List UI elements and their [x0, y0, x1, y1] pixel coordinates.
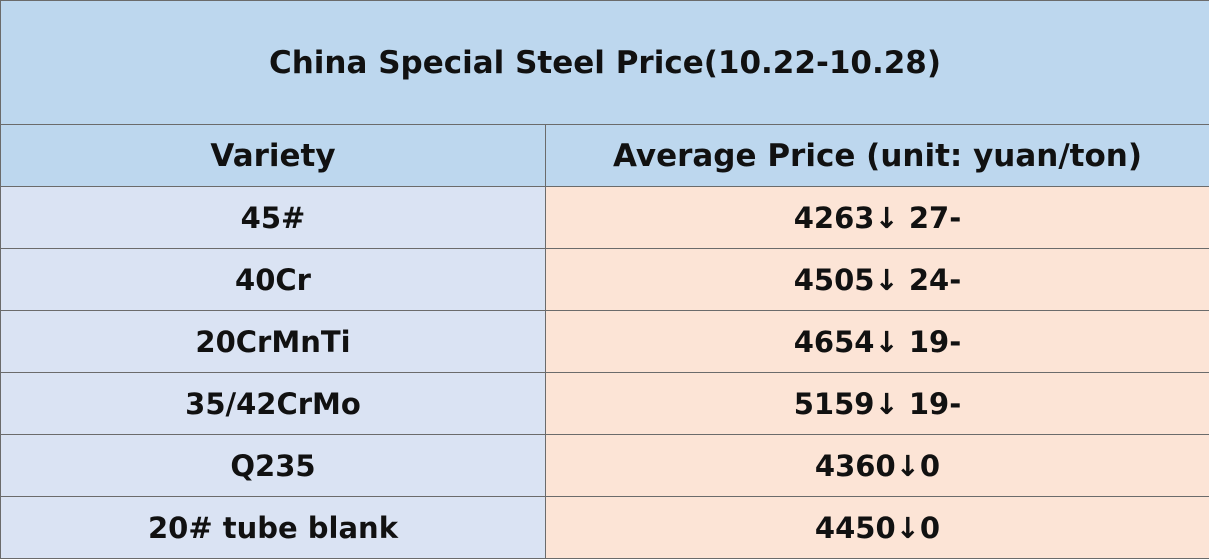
variety-cell: 20# tube blank: [0, 496, 546, 559]
table-title: China Special Steel Price(10.22-10.28): [0, 0, 1209, 125]
variety-cell: 40Cr: [0, 248, 546, 311]
data-row: Q235 4360↓0: [0, 434, 1209, 497]
column-header: Variety: [0, 124, 546, 187]
price-cell: 4505↓ 24-: [544, 248, 1209, 311]
data-row: 20CrMnTi 4654↓ 19-: [0, 310, 1209, 373]
column-header: Average Price (unit: yuan/ton): [544, 124, 1209, 187]
header-row: Variety Average Price (unit: yuan/ton): [0, 124, 1209, 187]
data-row: 40Cr 4505↓ 24-: [0, 248, 1209, 311]
variety-cell: Q235: [0, 434, 546, 497]
price-cell: 5159↓ 19-: [544, 372, 1209, 435]
variety-cell: 45#: [0, 186, 546, 249]
price-cell: 4360↓0: [544, 434, 1209, 497]
data-row: 35/42CrMo 5159↓ 19-: [0, 372, 1209, 435]
price-cell: 4450↓0: [544, 496, 1209, 559]
variety-cell: 35/42CrMo: [0, 372, 546, 435]
title-row: China Special Steel Price(10.22-10.28): [0, 0, 1209, 125]
data-row: 20# tube blank 4450↓0: [0, 496, 1209, 559]
variety-cell: 20CrMnTi: [0, 310, 546, 373]
data-row: 45# 4263↓ 27-: [0, 186, 1209, 249]
price-cell: 4263↓ 27-: [544, 186, 1209, 249]
price-cell: 4654↓ 19-: [544, 310, 1209, 373]
